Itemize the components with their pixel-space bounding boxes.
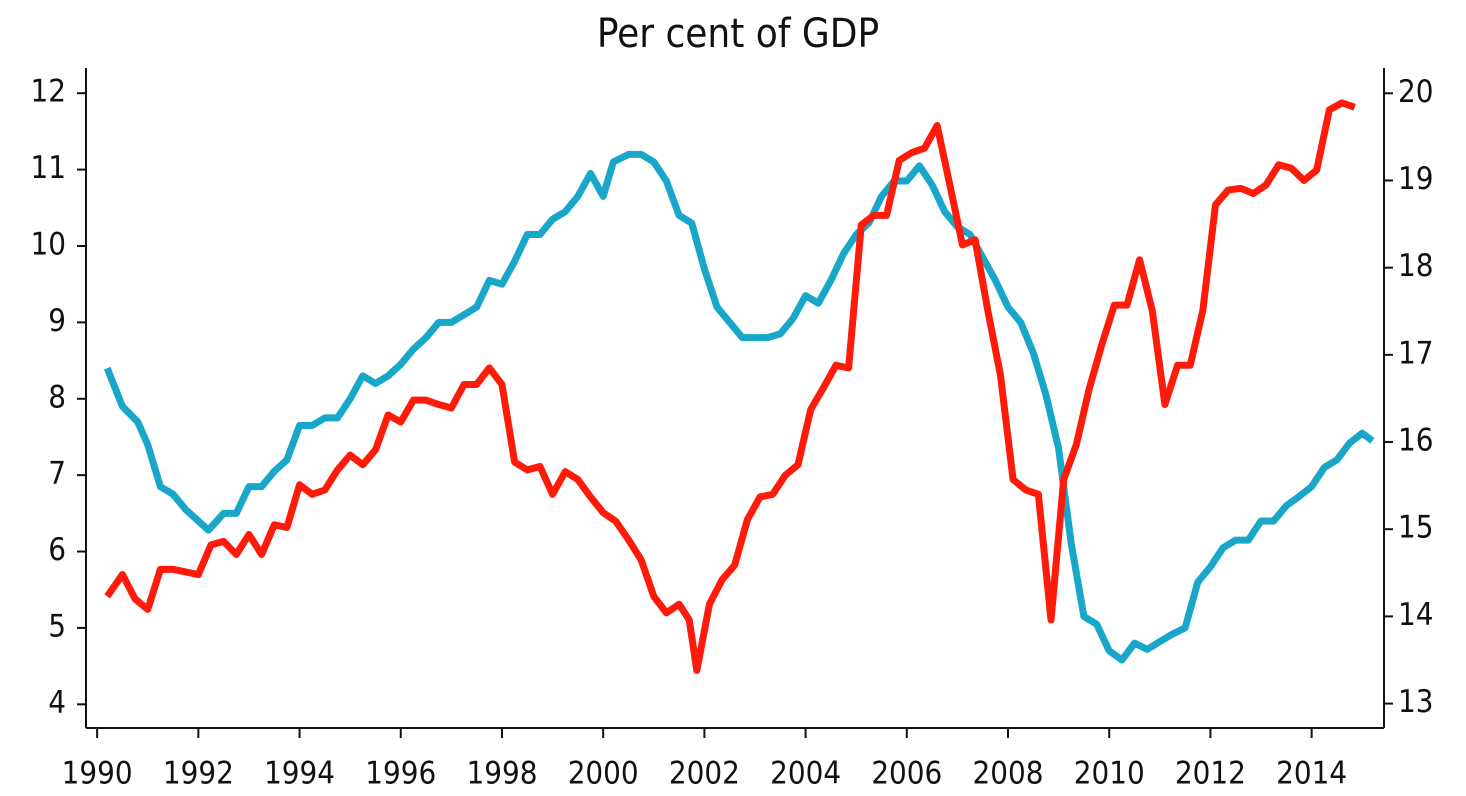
x-tick-label: 2000 [568,756,639,792]
y2-tick-label: 15 [1398,510,1433,546]
x-tick-label: 2004 [770,756,841,792]
x-tick-label: 2002 [669,756,740,792]
x-tick-label: 2014 [1276,756,1347,792]
x-tick-label: 1996 [365,756,436,792]
x-tick-label: 1994 [264,756,335,792]
x-tick-label: 1992 [163,756,234,792]
y2-tick-label: 17 [1398,335,1433,371]
x-tick-label: 2008 [973,756,1044,792]
y-tick-label: 9 [48,303,66,339]
y2-tick-label: 16 [1398,423,1433,459]
y-tick-label: 12 [31,74,66,110]
y-tick-label: 8 [48,379,66,415]
x-tick-label: 1998 [466,756,537,792]
y-tick-label: 6 [48,532,66,568]
y2-tick-label: 19 [1398,161,1433,197]
y2-tick-label: 14 [1398,597,1433,633]
line-series [104,150,1375,664]
line-series [104,99,1356,674]
x-tick-label: 1990 [62,756,133,792]
y2-tick-label: 18 [1398,248,1433,284]
y-tick-label: 10 [31,226,66,262]
y2-tick-label: 20 [1398,74,1433,110]
y2-tick-label: 13 [1398,684,1433,720]
x-tick-label: 2006 [871,756,942,792]
y-tick-label: 7 [48,456,66,492]
y-tick-label: 11 [31,150,66,186]
y-tick-label: 5 [48,608,66,644]
y-tick-label: 4 [48,685,66,721]
x-tick-label: 2012 [1175,756,1246,792]
x-tick-label: 2010 [1074,756,1145,792]
chart-title: Per cent of GDP [597,11,879,57]
